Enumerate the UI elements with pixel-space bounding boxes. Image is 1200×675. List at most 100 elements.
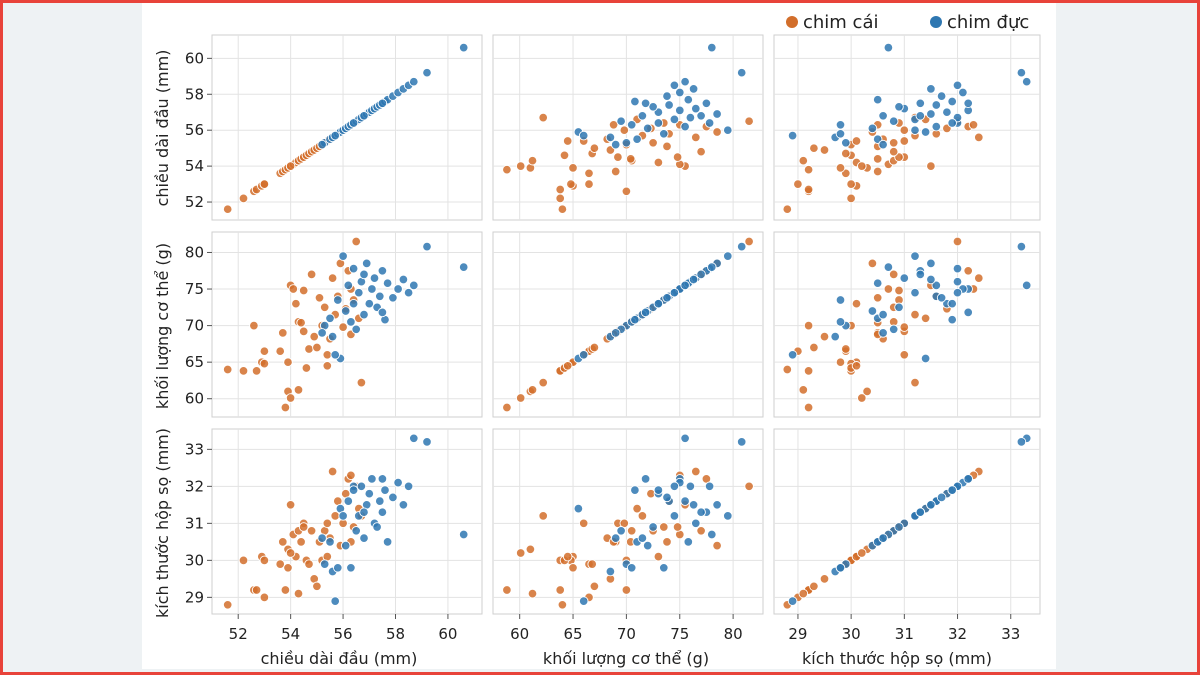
point-female: [621, 585, 632, 595]
legend: chim cái chim đực: [786, 12, 1029, 33]
x-tick-label: 52: [229, 625, 248, 643]
point-male: [377, 507, 388, 517]
point-male: [963, 474, 973, 484]
point-female: [319, 302, 330, 313]
point-female: [306, 526, 317, 536]
point-male: [359, 111, 369, 121]
point-male: [403, 287, 414, 298]
point-male: [835, 120, 846, 130]
point-female: [809, 143, 819, 153]
point-male: [409, 76, 419, 87]
point-male: [642, 123, 653, 134]
point-male: [377, 266, 388, 276]
y-tick-label: 80: [185, 243, 204, 261]
point-female: [782, 204, 793, 214]
panel-skull-vs-skull: 29 30 31 32 33: [773, 428, 1041, 643]
point-male: [333, 295, 343, 305]
point-female: [662, 141, 672, 152]
point-male: [610, 328, 621, 338]
point-female: [285, 161, 296, 171]
x-tick-label: 65: [563, 625, 582, 643]
point-female: [920, 313, 931, 324]
point-female: [610, 166, 621, 177]
point-male: [883, 262, 894, 272]
point-male: [910, 251, 920, 261]
point-male: [688, 84, 699, 94]
point-female: [888, 138, 899, 148]
point-male: [931, 121, 942, 132]
point-male: [894, 102, 904, 112]
point-male: [958, 87, 968, 98]
point-male: [915, 269, 926, 280]
point-male: [707, 262, 717, 272]
point-female: [555, 585, 565, 595]
y-tick-label: 75: [185, 280, 204, 298]
point-female: [819, 145, 830, 155]
point-male: [377, 474, 388, 484]
point-female: [846, 179, 856, 189]
point-male: [931, 280, 942, 291]
x-tick-label: 56: [334, 625, 353, 643]
point-male: [330, 596, 340, 606]
y-tick-label: 60: [185, 49, 204, 67]
point-female: [283, 357, 293, 367]
point-female: [502, 585, 512, 595]
point-male: [926, 84, 936, 94]
point-male: [573, 503, 584, 514]
point-male: [952, 276, 963, 287]
point-female: [251, 366, 262, 376]
point-female: [619, 125, 630, 135]
point-male: [377, 98, 388, 109]
x-tick-label: 58: [386, 625, 405, 643]
x-axis-title-head: chiều dài đầu (mm): [261, 649, 418, 668]
point-female: [312, 581, 322, 592]
x-tick-label: 33: [1001, 625, 1020, 643]
point-male: [382, 537, 393, 547]
point-male: [359, 269, 369, 280]
point-male: [878, 309, 888, 320]
point-male: [393, 477, 403, 488]
point-male: [696, 507, 706, 517]
point-female: [283, 563, 293, 573]
point-female: [259, 592, 270, 603]
point-female: [568, 563, 578, 573]
point-female: [883, 284, 894, 294]
point-female: [338, 322, 348, 332]
point-female: [899, 350, 910, 360]
point-male: [872, 278, 883, 288]
point-female: [222, 204, 233, 214]
point-male: [605, 566, 616, 577]
point-male: [680, 496, 690, 506]
point-male: [409, 433, 419, 444]
point-male: [662, 293, 672, 303]
point-female: [515, 161, 526, 171]
x-tick-label: 54: [281, 625, 300, 643]
point-female: [672, 522, 683, 532]
point-female: [888, 146, 899, 157]
point-male: [926, 500, 936, 510]
point-male: [616, 116, 626, 126]
point-female: [888, 269, 899, 280]
point-male: [669, 114, 680, 125]
point-male: [888, 116, 899, 126]
point-female: [275, 559, 285, 569]
point-male: [688, 500, 699, 510]
point-male: [952, 287, 963, 298]
x-tick-label: 32: [948, 625, 967, 643]
point-female: [691, 466, 701, 477]
point-male: [637, 111, 648, 121]
point-female: [803, 320, 814, 331]
panels: 52 54 56 58 60 60 65 70 75 80 52 54 56 58 60 29 30 31 32 33…: [185, 34, 1041, 643]
point-female: [259, 358, 270, 369]
x-axis-title-skull: kích thước hộp sọ (mm): [802, 649, 992, 668]
point-male: [1016, 241, 1027, 252]
point-female: [851, 361, 862, 371]
point-male: [630, 485, 640, 495]
point-male: [359, 507, 369, 517]
point-female: [851, 298, 862, 309]
point-female: [309, 331, 319, 342]
point-male: [736, 241, 747, 252]
point-male: [867, 123, 878, 134]
point-male: [398, 274, 409, 285]
point-female: [974, 273, 984, 283]
